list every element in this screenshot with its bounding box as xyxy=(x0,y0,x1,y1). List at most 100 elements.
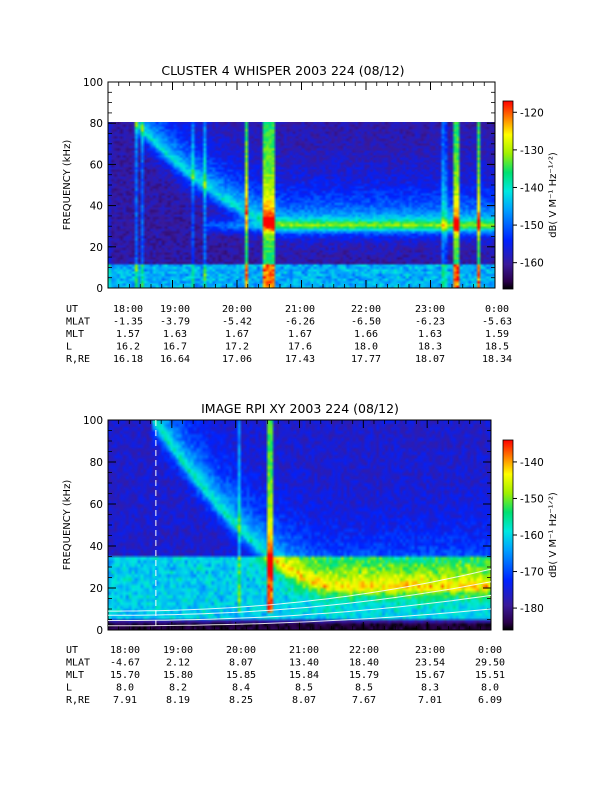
ephemeris-value: 23:00 xyxy=(415,304,445,315)
y-tick-label: 40 xyxy=(90,541,103,553)
y-tick-label: 60 xyxy=(90,159,103,171)
ephemeris-value: 21:00 xyxy=(285,304,315,315)
ephemeris-value: 16.64 xyxy=(160,354,190,365)
ephemeris-value: 19:00 xyxy=(163,645,193,656)
colorbar-tick-label: -170 xyxy=(520,567,544,579)
ephemeris-value: -6.26 xyxy=(285,317,315,328)
y-axis: 0 20 40 60 80 100 xyxy=(83,77,495,295)
ephemeris-value: 23.54 xyxy=(415,658,445,669)
ephemeris-value: 0:00 xyxy=(478,645,502,656)
ephemeris-value: 8.07 xyxy=(229,658,253,669)
ephemeris-value: 16.18 xyxy=(113,354,143,365)
ephemeris-value: 15.80 xyxy=(163,670,193,681)
ephemeris-value: 8.19 xyxy=(166,695,190,706)
ephemeris-value: 21:00 xyxy=(289,645,319,656)
y-tick-label: 20 xyxy=(90,583,103,595)
colorbar-tick-label: -130 xyxy=(520,145,544,157)
ephemeris-row-label: MLT xyxy=(66,670,84,681)
ephemeris-value: -6.23 xyxy=(415,317,445,328)
ephemeris-value: 17.06 xyxy=(222,354,252,365)
ephemeris-value: 1.63 xyxy=(418,329,442,340)
ephemeris-value: 8.07 xyxy=(292,695,316,706)
ephemeris-row-label: L xyxy=(66,342,72,353)
ephemeris-value: 15.70 xyxy=(110,670,140,681)
y-tick-label: 80 xyxy=(90,118,103,130)
ephemeris-value: 16.7 xyxy=(163,342,187,353)
ephemeris-value: 22:00 xyxy=(349,645,379,656)
ephemeris-value: 15.79 xyxy=(349,670,379,681)
ephemeris-row-label: R,RE xyxy=(66,354,90,365)
colorbar-label: dB( V M⁻¹ Hz⁻¹ᐟ²) xyxy=(548,492,559,578)
harmonic-curve xyxy=(108,581,492,616)
ephemeris-value: 8.3 xyxy=(421,683,439,694)
x-axis xyxy=(107,82,496,288)
ephemeris-row-label: R,RE xyxy=(66,695,90,706)
ephemeris-row-label: UT xyxy=(66,304,78,315)
colorbar-tick-label: -160 xyxy=(520,530,544,542)
colorbar-tick-label: -150 xyxy=(520,493,544,505)
ephemeris-value: 22:00 xyxy=(351,304,381,315)
colorbar-tick-label: -180 xyxy=(520,603,544,615)
ephemeris-table: UT 18:00 19:00 20:00 21:00 22:00 23:00 0:00 MLAT… xyxy=(66,645,505,706)
ephemeris-value: 1.57 xyxy=(116,329,140,340)
y-axis-label: FREQUENCY (kHz) xyxy=(62,140,73,231)
spectrogram xyxy=(108,420,491,630)
ephemeris-value: 18:00 xyxy=(113,304,143,315)
ephemeris-value: 17.77 xyxy=(351,354,381,365)
ephemeris-value: 2.12 xyxy=(166,658,190,669)
ephemeris-value: 6.09 xyxy=(478,695,502,706)
ephemeris-value: 18:00 xyxy=(110,645,140,656)
y-tick-label: 100 xyxy=(83,415,103,427)
y-axis-label: FREQUENCY (kHz) xyxy=(62,480,73,571)
harmonic-curve xyxy=(108,568,492,612)
colorbar-tick-label: -140 xyxy=(520,182,544,194)
ephemeris-value: 20:00 xyxy=(226,645,256,656)
cluster-panel: CLUSTER 4 WHISPER 2003 224 (08/12) 0 20 40… xyxy=(62,63,559,365)
y-tick-label: 80 xyxy=(90,457,103,469)
ephemeris-value: 1.67 xyxy=(288,329,312,340)
ephemeris-value: 8.0 xyxy=(116,683,134,694)
colorbar-tick-label: -140 xyxy=(520,457,544,469)
ephemeris-value: 18.0 xyxy=(354,342,378,353)
ephemeris-value: 18.5 xyxy=(485,342,509,353)
ephemeris-value: 15.84 xyxy=(289,670,319,681)
colorbar: -120 -130 -140 -150 -160 dB( V M⁻¹ Hz⁻¹ᐟ²) xyxy=(502,100,559,290)
ephemeris-value: 15.85 xyxy=(226,670,256,681)
ephemeris-value: -3.79 xyxy=(160,317,190,328)
y-tick-label: 20 xyxy=(90,242,103,254)
ephemeris-row-label: MLAT xyxy=(66,658,90,669)
ephemeris-value: 1.63 xyxy=(163,329,187,340)
ephemeris-value: 15.51 xyxy=(475,670,505,681)
colorbar-tick-label: -120 xyxy=(520,107,544,119)
spectrogram xyxy=(108,122,495,288)
ephemeris-value: 19:00 xyxy=(160,304,190,315)
colorbar-ticks: -140 -150 -160 -170 -180 xyxy=(513,457,544,615)
chart-title: IMAGE RPI XY 2003 224 (08/12) xyxy=(201,401,399,416)
y-tick-label: 100 xyxy=(83,77,103,89)
spectrogram-image xyxy=(108,420,491,630)
ephemeris-value: 7.01 xyxy=(418,695,442,706)
ephemeris-value: 17.2 xyxy=(225,342,249,353)
harmonic-curve xyxy=(108,594,492,621)
ephemeris-value: 8.0 xyxy=(481,683,499,694)
y-tick-label: 0 xyxy=(96,625,103,637)
colorbar-tick-label: -160 xyxy=(520,258,544,270)
ephemeris-value: 1.67 xyxy=(225,329,249,340)
ephemeris-value: 8.5 xyxy=(355,683,373,694)
ephemeris-value: 8.2 xyxy=(169,683,187,694)
ephemeris-value: -1.35 xyxy=(113,317,143,328)
ephemeris-value: 16.2 xyxy=(116,342,140,353)
colorbar: -140 -150 -160 -170 -180 dB( V M⁻¹ Hz⁻¹ᐟ²) xyxy=(502,439,559,631)
ephemeris-row-label: UT xyxy=(66,645,78,656)
x-axis xyxy=(107,420,492,630)
ephemeris-value: 18.40 xyxy=(349,658,379,669)
ephemeris-value: -5.63 xyxy=(482,317,512,328)
ephemeris-value: 23:00 xyxy=(415,645,445,656)
ephemeris-value: 20:00 xyxy=(222,304,252,315)
ephemeris-value: -6.50 xyxy=(351,317,381,328)
ephemeris-row-label: L xyxy=(66,683,72,694)
ephemeris-value: 0:00 xyxy=(485,304,509,315)
ephemeris-value: 7.91 xyxy=(113,695,137,706)
ephemeris-value: 15.67 xyxy=(415,670,445,681)
